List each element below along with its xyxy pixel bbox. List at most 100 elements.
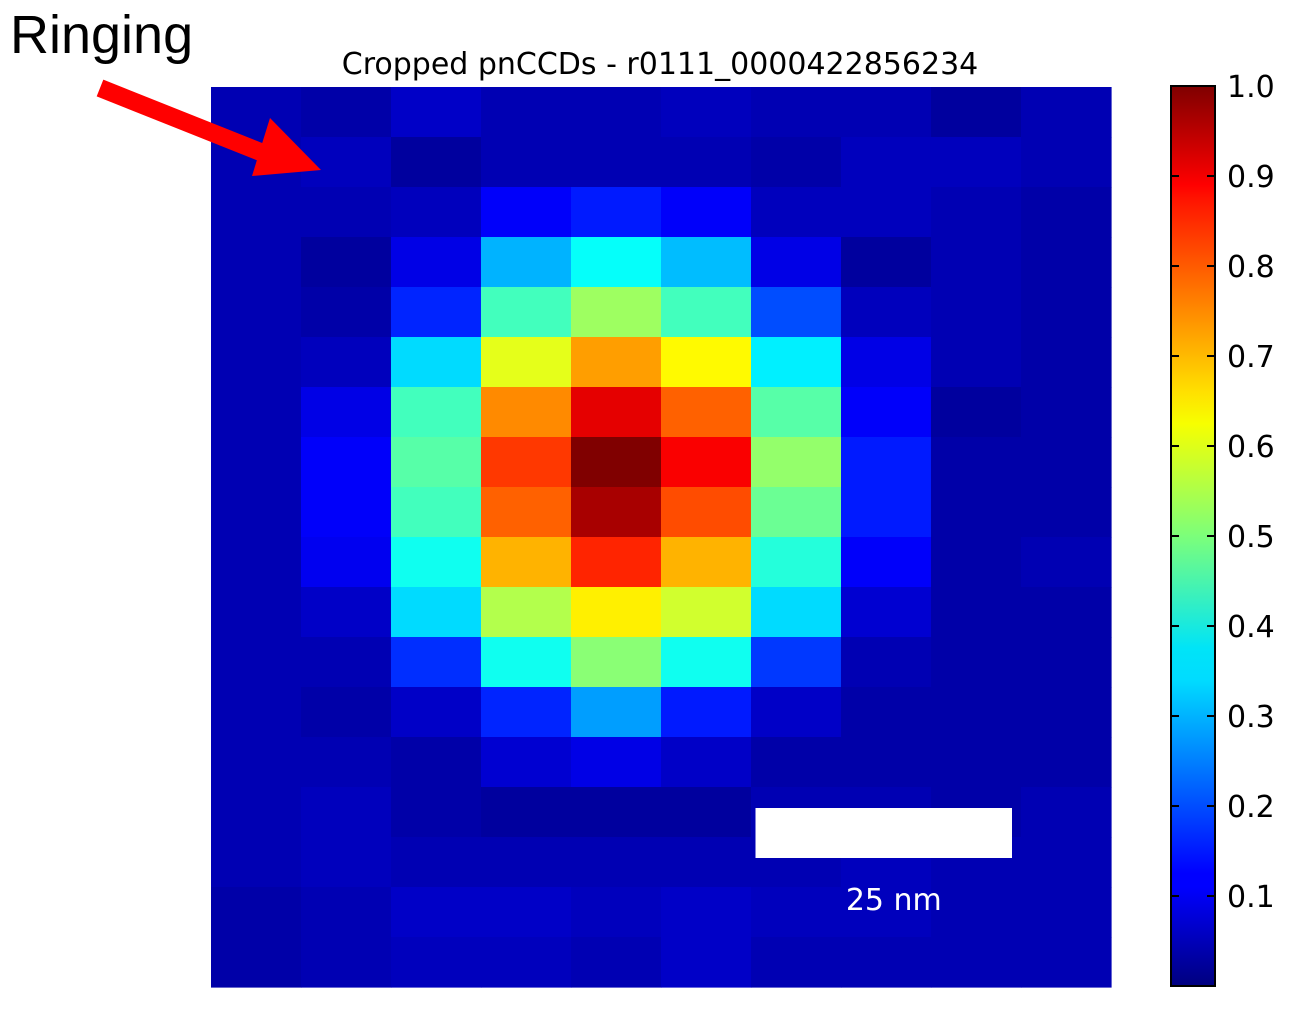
heatmap-cell [751,487,842,538]
scale-bar: 25 nm [755,808,1012,918]
heatmap-cell [391,887,482,938]
heatmap-cell [211,687,302,738]
heatmap-cell [931,337,1022,388]
heatmap-cell [571,537,662,588]
chart-title: Cropped pnCCDs - r0111_0000422856234 [342,47,979,82]
heatmap-cell [481,137,572,188]
heatmap-cell [301,337,392,388]
heatmap-cell [751,387,842,438]
heatmap-cell [571,387,662,438]
heatmap-cell [661,287,752,338]
heatmap-cell [931,487,1022,538]
heatmap-cell [931,137,1022,188]
heatmap-cell [391,587,482,638]
heatmap-cell [301,287,392,338]
heatmap-cell [571,687,662,738]
heatmap-cell [211,437,302,488]
heatmap-cell [211,487,302,538]
heatmap-cell [1021,337,1112,388]
heatmap-cell [571,937,662,988]
colorbar-tick-label: 0.7 [1227,340,1275,375]
heatmap-cell [931,187,1022,238]
heatmap-cell [571,437,662,488]
heatmap-cell [481,687,572,738]
heatmap-cell [571,487,662,538]
heatmap-cell [1021,837,1112,888]
heatmap-cell [751,737,842,788]
heatmap-cell [391,187,482,238]
heatmap-cell [661,737,752,788]
heatmap-cell [391,737,482,788]
heatmap-cell [931,537,1022,588]
heatmap-cell [481,87,572,138]
heatmap-cell [481,287,572,338]
heatmap-cell [301,737,392,788]
heatmap-cell [661,387,752,438]
arrow-head [252,118,321,176]
arrow-shaft [96,79,272,164]
heatmap-cell [301,637,392,688]
heatmap-cell [661,187,752,238]
heatmap-cell [481,837,572,888]
heatmap-cell [391,87,482,138]
heatmap-cell [1021,437,1112,488]
heatmap-cell [481,637,572,688]
colorbar-tick-label: 0.6 [1227,430,1275,465]
scale-bar-label: 25 nm [846,883,942,918]
heatmap-cell [751,537,842,588]
colorbar-tick-label: 0.8 [1227,250,1275,285]
heatmap-cell [841,337,932,388]
heatmap-cell [841,637,932,688]
heatmap-cell [481,487,572,538]
heatmap-cell [301,937,392,988]
heatmap-cell [391,437,482,488]
heatmap-cell [571,787,662,838]
heatmap-cell [841,387,932,438]
heatmap-cell [211,287,302,338]
ringing-arrow [96,79,321,176]
heatmap-cell [931,387,1022,438]
heatmap-cell [301,237,392,288]
heatmap-cell [751,887,842,938]
colorbar-tick-label: 0.3 [1227,700,1275,735]
heatmap-cell [211,237,302,288]
colorbar-tick-label: 0.1 [1227,880,1275,915]
heatmap-cell [751,337,842,388]
heatmap-cell [211,387,302,438]
heatmap-cell [751,87,842,138]
heatmap-cell [751,237,842,288]
heatmap-cell [841,537,932,588]
heatmap-cell [661,437,752,488]
heatmap-cell [931,687,1022,738]
heatmap-cell [391,937,482,988]
heatmap-cell [661,637,752,688]
heatmap-cell [1021,587,1112,638]
colorbar-tick-label: 0.9 [1227,160,1275,195]
heatmap-cell [1021,637,1112,688]
heatmap-cell [391,287,482,338]
heatmap-cell [841,137,932,188]
heatmap-cell [391,537,482,588]
heatmap-cell [301,537,392,588]
heatmap-cell [571,87,662,138]
heatmap-cell [571,737,662,788]
heatmap-cell [211,937,302,988]
colorbar-tick-label: 0.2 [1227,790,1275,825]
heatmap-cell [301,87,392,138]
heatmap-cell [841,687,932,738]
heatmap-cell [1021,887,1112,938]
heatmap-cell [301,487,392,538]
heatmap-cell [481,437,572,488]
heatmap-cell [751,637,842,688]
heatmap-cell [661,237,752,288]
heatmap-cell [391,137,482,188]
heatmap-cell [931,937,1022,988]
heatmap-cell [211,787,302,838]
ringing-label: Ringing [10,5,194,65]
heatmap-cell [391,787,482,838]
heatmap-cell [841,487,932,538]
heatmap-cell [661,887,752,938]
heatmap-cell [1021,87,1112,138]
heatmap-cell [661,537,752,588]
heatmap-cell [661,587,752,638]
